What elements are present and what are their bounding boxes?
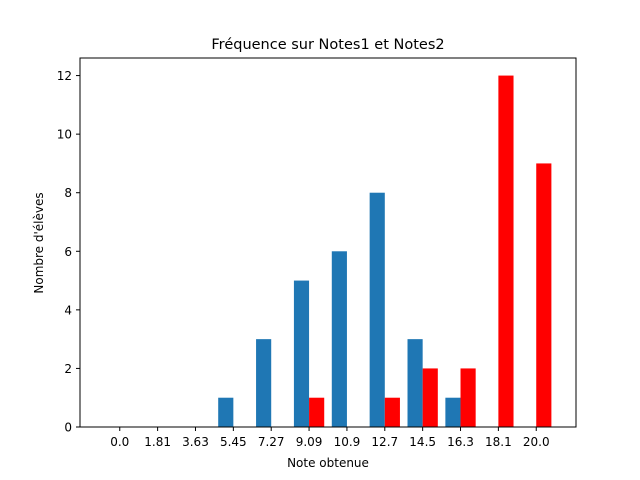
x-tick-label: 7.27 (258, 435, 285, 449)
x-axis-label: Note obtenue (287, 456, 369, 470)
y-tick-label: 10 (57, 128, 72, 142)
bar-series1-7 (369, 192, 385, 427)
y-tick-label: 12 (57, 69, 72, 83)
x-tick-label: 12.7 (371, 435, 398, 449)
x-tick-label: 3.63 (182, 435, 209, 449)
y-tick-label: 4 (64, 303, 72, 317)
bar-series2-9 (460, 368, 476, 427)
x-tick-label: 9.09 (296, 435, 323, 449)
bar-series1-3 (218, 397, 234, 427)
y-tick-label: 2 (64, 362, 72, 376)
bar-series2-8 (422, 368, 438, 427)
x-tick-label: 5.45 (220, 435, 247, 449)
bar-series1-5 (293, 280, 310, 427)
bar-series2-10 (498, 75, 514, 427)
bar-series1-8 (407, 339, 423, 427)
bar-series2-11 (536, 163, 552, 427)
x-tick-label: 20.0 (523, 435, 550, 449)
bar-series1-4 (256, 339, 272, 427)
x-tick-label: 0.0 (110, 435, 129, 449)
plot-area: 0.0 1.81 3.63 5.45 7.27 9.09 10.9 12.7 14.5 16.3 1… (57, 57, 577, 449)
y-tick-label: 8 (64, 186, 72, 200)
y-tick-label: 0 (64, 421, 72, 435)
y-axis-label: Nombre d'élèves (32, 192, 46, 293)
x-tick-label: 1.81 (144, 435, 171, 449)
x-tick-label: 16.3 (447, 435, 474, 449)
y-tick-label: 6 (64, 245, 72, 259)
axes-frame (79, 57, 577, 428)
chart-title: Fréquence sur Notes1 et Notes2 (211, 37, 444, 53)
x-tick-label: 10.9 (334, 435, 361, 449)
bar-series1-9 (445, 397, 461, 427)
x-tick-label: 14.5 (409, 435, 436, 449)
bar-series2-5 (309, 397, 325, 427)
bar-series1-6 (331, 251, 347, 427)
bar-series2-7 (384, 397, 400, 427)
x-tick-label: 18.1 (485, 435, 512, 449)
